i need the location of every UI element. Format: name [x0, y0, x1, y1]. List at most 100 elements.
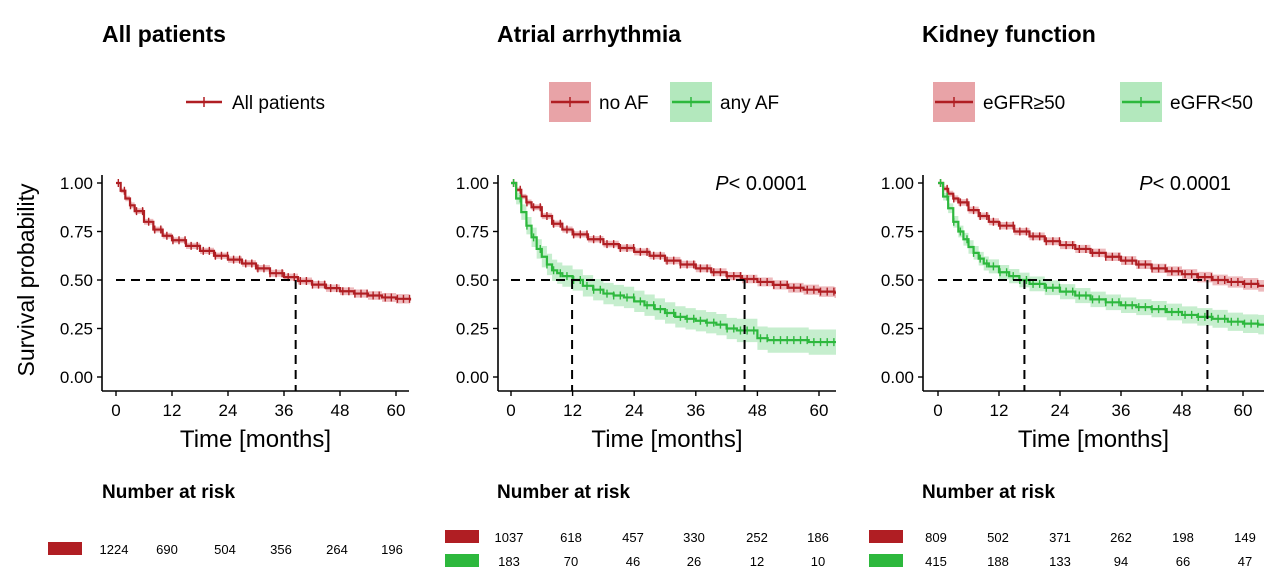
risk-value: 10 — [811, 554, 825, 569]
p-value: P< 0.0001 — [715, 173, 807, 195]
risk-value: 12 — [750, 554, 764, 569]
risk-table-title: Number at risk — [922, 482, 1055, 503]
y-tick-label: 0.75 — [60, 223, 93, 242]
censor-marks — [512, 179, 835, 347]
censor-marks — [939, 179, 1259, 288]
risk-value: 183 — [498, 554, 520, 569]
x-tick-label: 60 — [1234, 401, 1253, 420]
y-tick-label: 0.75 — [881, 223, 914, 242]
x-tick-label: 0 — [933, 401, 942, 420]
risk-value: 502 — [987, 530, 1009, 545]
y-tick-label: 0.25 — [881, 320, 914, 339]
risk-table-title: Number at risk — [102, 482, 235, 503]
y-tick-label: 0.25 — [60, 320, 93, 339]
x-tick-label: 36 — [275, 401, 294, 420]
x-tick-label: 0 — [506, 401, 515, 420]
panel-kidney-function: Kidney function Number at risk eGFR≥50 eG… — [869, 21, 1264, 569]
y-tick-label: 1.00 — [60, 174, 93, 193]
y-tick-label: 0.50 — [456, 271, 489, 290]
x-axis-label: Time [months] — [1018, 426, 1169, 453]
y-tick-label: 0.00 — [456, 368, 489, 387]
panel-title: Kidney function — [922, 21, 1096, 47]
legend-label: eGFR≥50 — [983, 93, 1065, 114]
x-tick-label: 12 — [163, 401, 182, 420]
confidence-band — [938, 183, 1264, 292]
panel-title: Atrial arrhythmia — [497, 21, 681, 47]
confidence-band — [116, 183, 410, 305]
censor-marks — [939, 179, 1259, 328]
risk-value: 26 — [687, 554, 701, 569]
risk-value: 46 — [626, 554, 640, 569]
risk-value: 133 — [1049, 554, 1071, 569]
y-tick-label: 1.00 — [456, 174, 489, 193]
risk-value: 504 — [214, 542, 236, 557]
confidence-band — [511, 183, 836, 355]
y-tick-label: 0.50 — [881, 271, 914, 290]
risk-value: 186 — [807, 530, 829, 545]
risk-value: 66 — [1176, 554, 1190, 569]
x-tick-label: 36 — [686, 401, 705, 420]
x-axis-label: Time [months] — [180, 426, 331, 453]
risk-value: 809 — [925, 530, 947, 545]
risk-value: 188 — [987, 554, 1009, 569]
risk-value: 198 — [1172, 530, 1194, 545]
panel-title: All patients — [102, 21, 226, 47]
x-tick-label: 12 — [990, 401, 1009, 420]
y-tick-label: 0.75 — [456, 223, 489, 242]
confidence-band — [938, 183, 1264, 335]
risk-value: 70 — [564, 554, 578, 569]
panel-atrial-arrhythmia: Atrial arrhythmia Number at risk no AF an… — [445, 21, 836, 569]
risk-row-swatch — [445, 530, 479, 543]
panel-all-patients: All patients Survival probability Number… — [13, 21, 412, 557]
x-tick-label: 24 — [219, 401, 238, 420]
x-tick-label: 0 — [111, 401, 120, 420]
confidence-band — [511, 183, 836, 299]
risk-value: 94 — [1114, 554, 1128, 569]
risk-value: 264 — [326, 542, 348, 557]
risk-value: 415 — [925, 554, 947, 569]
risk-value: 1037 — [495, 530, 524, 545]
risk-row-swatch — [445, 554, 479, 567]
y-axis-label: Survival probability — [13, 183, 39, 377]
risk-value: 330 — [683, 530, 705, 545]
risk-value: 196 — [381, 542, 403, 557]
y-tick-label: 1.00 — [881, 174, 914, 193]
x-tick-label: 12 — [563, 401, 582, 420]
y-tick-label: 0.50 — [60, 271, 93, 290]
risk-value: 47 — [1238, 554, 1252, 569]
risk-value: 618 — [560, 530, 582, 545]
x-tick-label: 48 — [1173, 401, 1192, 420]
x-tick-label: 48 — [331, 401, 350, 420]
risk-value: 1224 — [100, 542, 129, 557]
legend-label: All patients — [232, 93, 325, 114]
risk-value: 149 — [1234, 530, 1256, 545]
y-tick-label: 0.00 — [60, 368, 93, 387]
x-tick-label: 60 — [387, 401, 406, 420]
p-value: P< 0.0001 — [1139, 173, 1231, 195]
risk-value: 356 — [270, 542, 292, 557]
legend-label: eGFR<50 — [1170, 93, 1253, 114]
risk-row-swatch — [869, 530, 903, 543]
risk-row-swatch — [869, 554, 903, 567]
legend-label: no AF — [599, 93, 649, 114]
risk-row-swatch — [48, 542, 82, 555]
risk-value: 371 — [1049, 530, 1071, 545]
x-tick-label: 24 — [1051, 401, 1070, 420]
risk-value: 252 — [746, 530, 768, 545]
x-axis-label: Time [months] — [591, 426, 742, 453]
risk-table-title: Number at risk — [497, 482, 630, 503]
x-tick-label: 36 — [1112, 401, 1131, 420]
risk-value: 457 — [622, 530, 644, 545]
survival-curve — [116, 181, 412, 301]
y-tick-label: 0.00 — [881, 368, 914, 387]
x-tick-label: 48 — [748, 401, 767, 420]
x-tick-label: 24 — [625, 401, 644, 420]
legend-label: any AF — [720, 93, 779, 114]
risk-value: 690 — [156, 542, 178, 557]
risk-value: 262 — [1110, 530, 1132, 545]
y-tick-label: 0.25 — [456, 320, 489, 339]
survival-curve — [938, 181, 1264, 326]
x-tick-label: 60 — [810, 401, 829, 420]
censor-marks — [117, 179, 411, 303]
